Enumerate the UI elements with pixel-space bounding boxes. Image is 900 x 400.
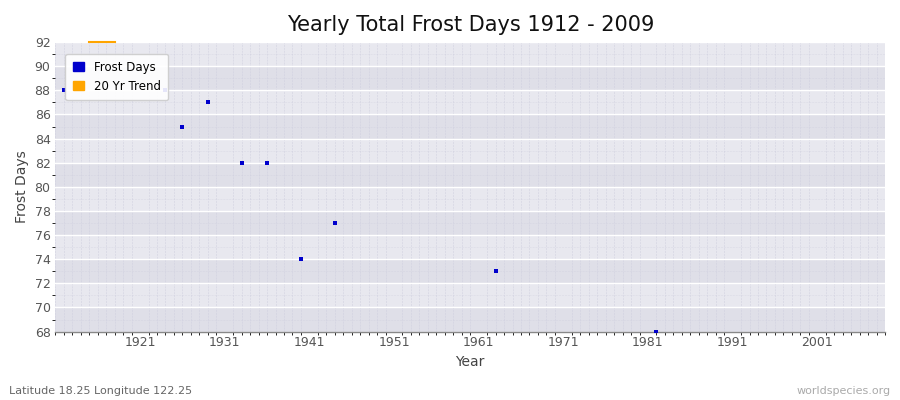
Point (176, 123, 190, 130)
Bar (56, 114, 885, 139)
X-axis label: Year: Year (455, 355, 485, 369)
Bar (56, 90, 885, 114)
Bar (56, 163, 885, 187)
Point (57, 87, 71, 94)
Bar (56, 187, 885, 211)
Bar (56, 259, 885, 283)
Text: worldspecies.org: worldspecies.org (796, 386, 891, 396)
Bar (56, 211, 885, 235)
Title: Yearly Total Frost Days 1912 - 2009: Yearly Total Frost Days 1912 - 2009 (286, 15, 654, 35)
Legend: Frost Days, 20 Yr Trend: Frost Days, 20 Yr Trend (66, 54, 168, 100)
Bar (56, 308, 885, 332)
Y-axis label: Frost Days: Frost Days (15, 150, 29, 223)
Point (201, 99, 215, 106)
Bar (56, 235, 885, 259)
Point (260, 160, 274, 166)
Bar (56, 283, 885, 308)
Bar (56, 42, 885, 66)
Bar (56, 66, 885, 90)
Point (234, 160, 248, 166)
Text: Latitude 18.25 Longitude 122.25: Latitude 18.25 Longitude 122.25 (9, 386, 192, 396)
Point (293, 256, 308, 262)
Bar (56, 139, 885, 163)
Point (158, 87, 173, 94)
Point (649, 328, 663, 335)
Point (489, 268, 503, 274)
Point (328, 220, 342, 226)
